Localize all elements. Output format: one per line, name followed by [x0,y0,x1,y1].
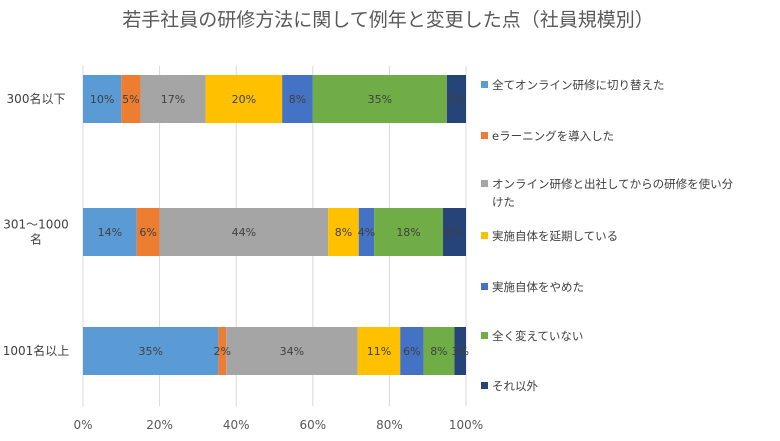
data-label: 2% [214,345,231,358]
bar-segment [446,75,466,123]
category-label: 301～1000 名 [3,218,68,247]
legend-label: それ以外 [492,379,538,393]
legend-item: 実施自体をやめた [481,280,584,294]
data-label: 3% [451,345,468,358]
bar-segment [400,327,424,375]
legend-label-line: けた [492,195,515,209]
data-label: 11% [367,345,391,358]
data-label: 5% [448,93,465,106]
x-tick-label: 0% [73,418,92,432]
bar-segment [136,208,160,256]
x-tick-label: 100% [449,418,483,432]
legend-item: 実施自体を延期している [481,229,618,243]
category-label-line: 1001名以上 [3,343,70,358]
legend-item: オンライン研修と出社してからの研修を使い分けた [481,177,734,209]
legend-item: 全く変えていない [481,329,583,343]
category-label: 1001名以上 [3,343,70,358]
legend-item: 全てオンライン研修に切り替えた [481,78,665,92]
bar-segment [83,208,137,256]
bar-segment [218,327,227,375]
data-label: 18% [396,226,420,239]
bar-segment [358,208,375,256]
x-tick-label: 60% [299,418,326,432]
legend-label: 全てオンライン研修に切り替えた [492,78,665,92]
legend-label-line: それ以外 [492,379,538,393]
bar-segment [374,208,444,256]
legend-label: 実施自体を延期している [492,229,618,243]
x-tick-label: 20% [146,418,173,432]
data-label: 5% [122,93,139,106]
data-label: 8% [335,226,352,239]
legend-swatch [481,232,488,239]
bar-segment [328,208,359,256]
category-label-line: 名 [30,232,42,247]
legend-label-line: オンライン研修と出社してからの研修を使い分 [492,177,734,191]
data-label: 8% [430,345,447,358]
data-label: 8% [289,93,306,106]
data-label: 6% [403,345,420,358]
bar-segment [83,75,122,123]
legend-label: 実施自体をやめた [492,280,584,294]
bar-segment [454,327,466,375]
data-label: 6% [446,226,463,239]
legend-label-line: eラーニングを導入した [492,129,614,143]
bar-segment [159,208,329,256]
legend-label-line: 実施自体を延期している [492,229,618,243]
x-tick-label: 40% [223,418,250,432]
category-label-line: 301～1000 [3,218,68,232]
x-tick-labels: 0% 20% 40% 60% 80% 100% [73,418,483,432]
category-labels: 300名以下 301～1000 名 1001名以上 [3,91,70,358]
bar-segment [423,327,455,375]
bar-segment [121,75,141,123]
data-label: 6% [139,226,156,239]
bar-group [83,208,466,256]
legend-swatch [481,382,488,389]
legend-label-line: 全く変えていない [492,329,583,343]
x-tick-label: 80% [376,418,403,432]
bar-segment [205,75,283,123]
data-label: 20% [232,93,256,106]
data-label: 35% [138,345,162,358]
bar-groups [83,75,466,375]
bar-segment [357,327,401,375]
legend-item: それ以外 [481,379,538,393]
legend-label-line: 実施自体をやめた [492,280,584,294]
data-label: 35% [368,93,392,106]
legend-label: eラーニングを導入した [492,129,614,143]
legend-swatch [481,332,488,339]
bar-segment [282,75,313,123]
bar-segment [83,327,219,375]
legend-swatch [481,283,488,290]
category-label-line: 300名以下 [7,91,66,106]
legend-swatch [481,81,488,88]
chart-title: 若手社員の研修方法に関して例年と変更した点（社員規模別） [122,9,653,31]
legend-label: オンライン研修と出社してからの研修を使い分けた [492,177,734,209]
bar-segment [226,327,358,375]
legend: 全てオンライン研修に切り替えた eラーニングを導入したオンライン研修と出社してから… [481,78,734,393]
legend-label: 全く変えていない [492,329,583,343]
data-label: 10% [90,93,114,106]
data-label: 17% [161,93,185,106]
legend-label-line: 全てオンライン研修に切り替えた [492,78,665,92]
legend-swatch [481,132,488,139]
data-label: 4% [358,226,375,239]
data-label: 14% [98,226,122,239]
data-label: 34% [280,345,304,358]
bar-group [83,75,466,123]
legend-swatch [481,180,488,187]
data-label: 44% [232,226,256,239]
segment-labels: 10% 5% 17% 20% 8% 35% 5% 14% 6% 44% 8% 4% 18% 6% 35% 2%… [90,93,469,358]
bar-segment [443,208,466,256]
category-label: 300名以下 [7,91,66,106]
legend-item: eラーニングを導入した [481,129,614,143]
bar-segment [312,75,447,123]
bar-group [83,327,466,375]
bar-segment [140,75,206,123]
